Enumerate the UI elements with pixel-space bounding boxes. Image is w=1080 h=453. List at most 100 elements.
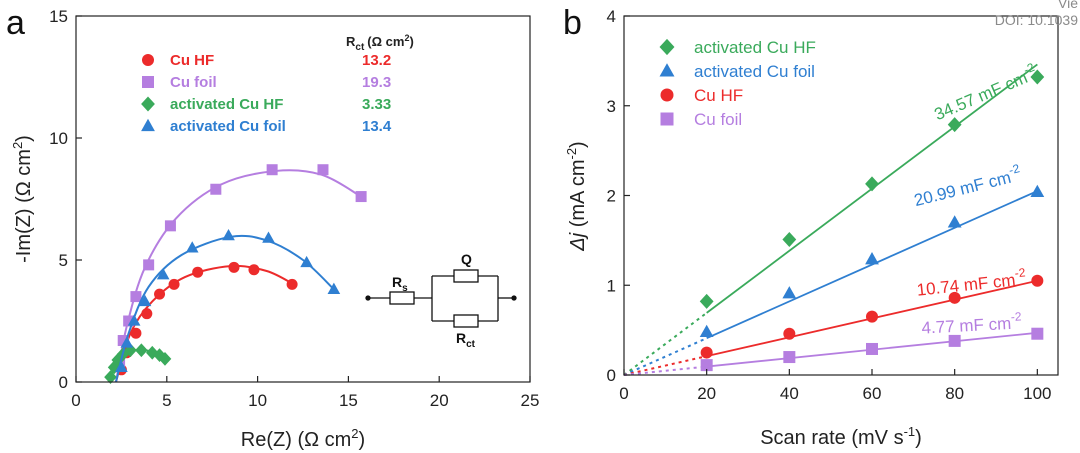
- capacitance-point-cu-foil: [948, 334, 961, 347]
- nyquist-y-tick-label: 15: [49, 7, 68, 26]
- capacitance-x-tick-label: 20: [697, 384, 716, 403]
- circuit-label-rct: Rct: [456, 330, 476, 350]
- capacitance-point-cu-foil: [866, 342, 878, 355]
- nyquist-series-layer: [104, 164, 367, 384]
- nyquist-point-cu-hf: [130, 327, 142, 339]
- nyquist-point-cu-foil: [210, 183, 222, 195]
- capacitance-point-cu-foil: [1031, 327, 1044, 340]
- capacitance-legend-label-cu-hf: Cu HF: [694, 86, 743, 105]
- nyquist-point-cu-hf: [154, 288, 166, 300]
- nyquist-y-tick-label: 10: [49, 129, 68, 148]
- capacitance-extrapolation-activated-cu-hf: [623, 312, 708, 376]
- nyquist-point-cu-foil: [117, 335, 129, 347]
- capacitance-legend-marker-activated-cu-foil: [659, 63, 675, 77]
- capacitance-point-cu-hf: [1031, 274, 1044, 287]
- rct-value-activated-cu-foil: 13.4: [362, 118, 392, 135]
- capacitance-y-tick-label: 3: [607, 97, 616, 116]
- nyquist-point-activated-cu-foil: [185, 241, 199, 253]
- slope-label-activated-cu-foil: 20.99 mF cm-2: [911, 161, 1023, 210]
- rct-table-header: Rct (Ω cm2): [346, 33, 414, 53]
- capacitance-fit-line-activated-cu-foil: [706, 190, 1038, 340]
- nyquist-point-activated-cu-hf: [104, 370, 117, 384]
- capacitance-legend-marker-cu-hf: [660, 88, 674, 102]
- nyquist-x-axis-title: Re(Z) (Ω cm2): [241, 426, 365, 451]
- capacitance-extrapolation-cu-hf: [623, 355, 707, 376]
- nyquist-legend-label-cu-hf: Cu HF: [170, 52, 214, 69]
- nyquist-point-cu-foil: [317, 164, 329, 176]
- circuit-resistor-rct: [453, 314, 479, 328]
- nyquist-point-activated-cu-hf: [145, 345, 159, 360]
- capacitance-point-activated-cu-foil: [699, 324, 714, 338]
- nyquist-legend-label-activated-cu-foil: activated Cu foil: [170, 118, 286, 135]
- capacitance-x-tick-label: 100: [1023, 384, 1051, 403]
- capacitance-x-tick-label: 60: [863, 384, 882, 403]
- nyquist-point-activated-cu-foil: [300, 255, 313, 268]
- nyquist-x-tick-label: 25: [521, 391, 540, 410]
- capacitance-point-activated-cu-hf: [699, 293, 714, 309]
- capacitance-x-tick-label: 0: [619, 384, 628, 403]
- nyquist-point-activated-cu-foil: [156, 268, 170, 280]
- capacitance-point-activated-cu-hf: [865, 176, 879, 192]
- capacitance-point-cu-hf: [700, 346, 713, 359]
- slope-label-cu-foil: 4.77 mF cm-2: [921, 309, 1023, 337]
- nyquist-point-cu-foil: [123, 315, 135, 327]
- slope-label-cu-hf: 10.74 mF cm-2: [915, 265, 1027, 299]
- capacitance-point-activated-cu-hf: [782, 231, 797, 247]
- nyquist-legend-marker-activated-cu-hf: [141, 96, 155, 112]
- nyquist-legend-marker-activated-cu-foil: [141, 118, 155, 132]
- nyquist-x-tick-label: 0: [71, 391, 80, 410]
- circuit-element-q: [453, 269, 479, 283]
- capacitance-legend-marker-cu-foil: [660, 112, 674, 126]
- nyquist-point-cu-foil: [355, 191, 367, 203]
- capacitance-point-cu-hf: [948, 291, 961, 304]
- capacitance-extrapolation-activated-cu-foil: [623, 337, 708, 376]
- capacitance-y-axis-title: Δj (mA cm-2): [564, 141, 589, 251]
- capacitance-y-tick-label: 4: [607, 7, 616, 26]
- nyquist-chart: 0 5 10 15 20 25 0 5 10 15 Re(Z) (Ω cm2) -Im(Z) (Ω…: [10, 7, 539, 451]
- capacitance-point-cu-foil: [783, 351, 796, 364]
- nyquist-point-activated-cu-foil: [327, 282, 341, 294]
- capacitance-series-layer: [623, 63, 1045, 376]
- panel-label-a: a: [6, 4, 25, 42]
- capacitance-legend: activated Cu HF activated Cu foil Cu HF Cu …: [659, 38, 816, 129]
- capacitance-point-activated-cu-foil: [1030, 184, 1045, 198]
- nyquist-point-cu-foil: [143, 259, 155, 271]
- nyquist-fit-curve-cu-hf: [114, 264, 295, 383]
- nyquist-legend-label-cu-foil: Cu foil: [170, 74, 217, 91]
- capacitance-y-tick-label: 2: [607, 187, 616, 206]
- nyquist-point-cu-foil: [164, 220, 176, 232]
- nyquist-point-cu-foil: [266, 164, 278, 176]
- capacitance-y-tick-label: 1: [607, 276, 616, 295]
- nyquist-legend: Cu HF 13.2 Cu foil 19.3 activated Cu HF 3.33 a…: [141, 52, 392, 135]
- nyquist-legend-label-activated-cu-hf: activated Cu HF: [170, 96, 283, 113]
- nyquist-point-activated-cu-hf: [158, 351, 172, 366]
- corner-view-text: Vie: [1058, 0, 1078, 11]
- nyquist-point-activated-cu-foil: [138, 294, 152, 307]
- nyquist-point-activated-cu-foil: [222, 229, 235, 241]
- circuit-terminal-right: [511, 295, 517, 301]
- circuit-label-q: Q: [461, 251, 472, 267]
- nyquist-x-tick-label: 20: [430, 391, 449, 410]
- nyquist-point-cu-hf: [286, 278, 298, 290]
- capacitance-y-tick-label: 0: [607, 366, 616, 385]
- nyquist-point-activated-cu-foil: [115, 360, 128, 373]
- corner-doi-text: DOI: 10.1039: [994, 12, 1078, 28]
- circuit-label-rs: Rs: [392, 274, 408, 294]
- nyquist-point-cu-hf: [228, 261, 240, 273]
- capacitance-x-tick-label: 40: [780, 384, 799, 403]
- nyquist-point-activated-cu-hf: [135, 343, 148, 358]
- equivalent-circuit-diagram: [365, 269, 517, 328]
- capacitance-point-activated-cu-foil: [865, 252, 879, 265]
- nyquist-plot-frame: [75, 15, 531, 383]
- nyquist-point-activated-cu-foil: [120, 336, 134, 348]
- nyquist-axis-ticks: 0 5 10 15 20 25 0 5 10 15: [49, 7, 539, 410]
- nyquist-fit-curve-activated-cu-foil: [114, 234, 335, 383]
- nyquist-y-tick-label: 0: [59, 373, 68, 392]
- capacitance-point-cu-hf: [783, 327, 796, 340]
- capacitance-point-activated-cu-hf: [947, 117, 962, 133]
- nyquist-point-activated-cu-hf: [111, 353, 125, 367]
- capacitance-point-cu-foil: [700, 359, 713, 372]
- capacitance-point-activated-cu-hf: [1030, 69, 1045, 85]
- nyquist-y-axis-title: -Im(Z) (Ω cm2): [10, 135, 35, 263]
